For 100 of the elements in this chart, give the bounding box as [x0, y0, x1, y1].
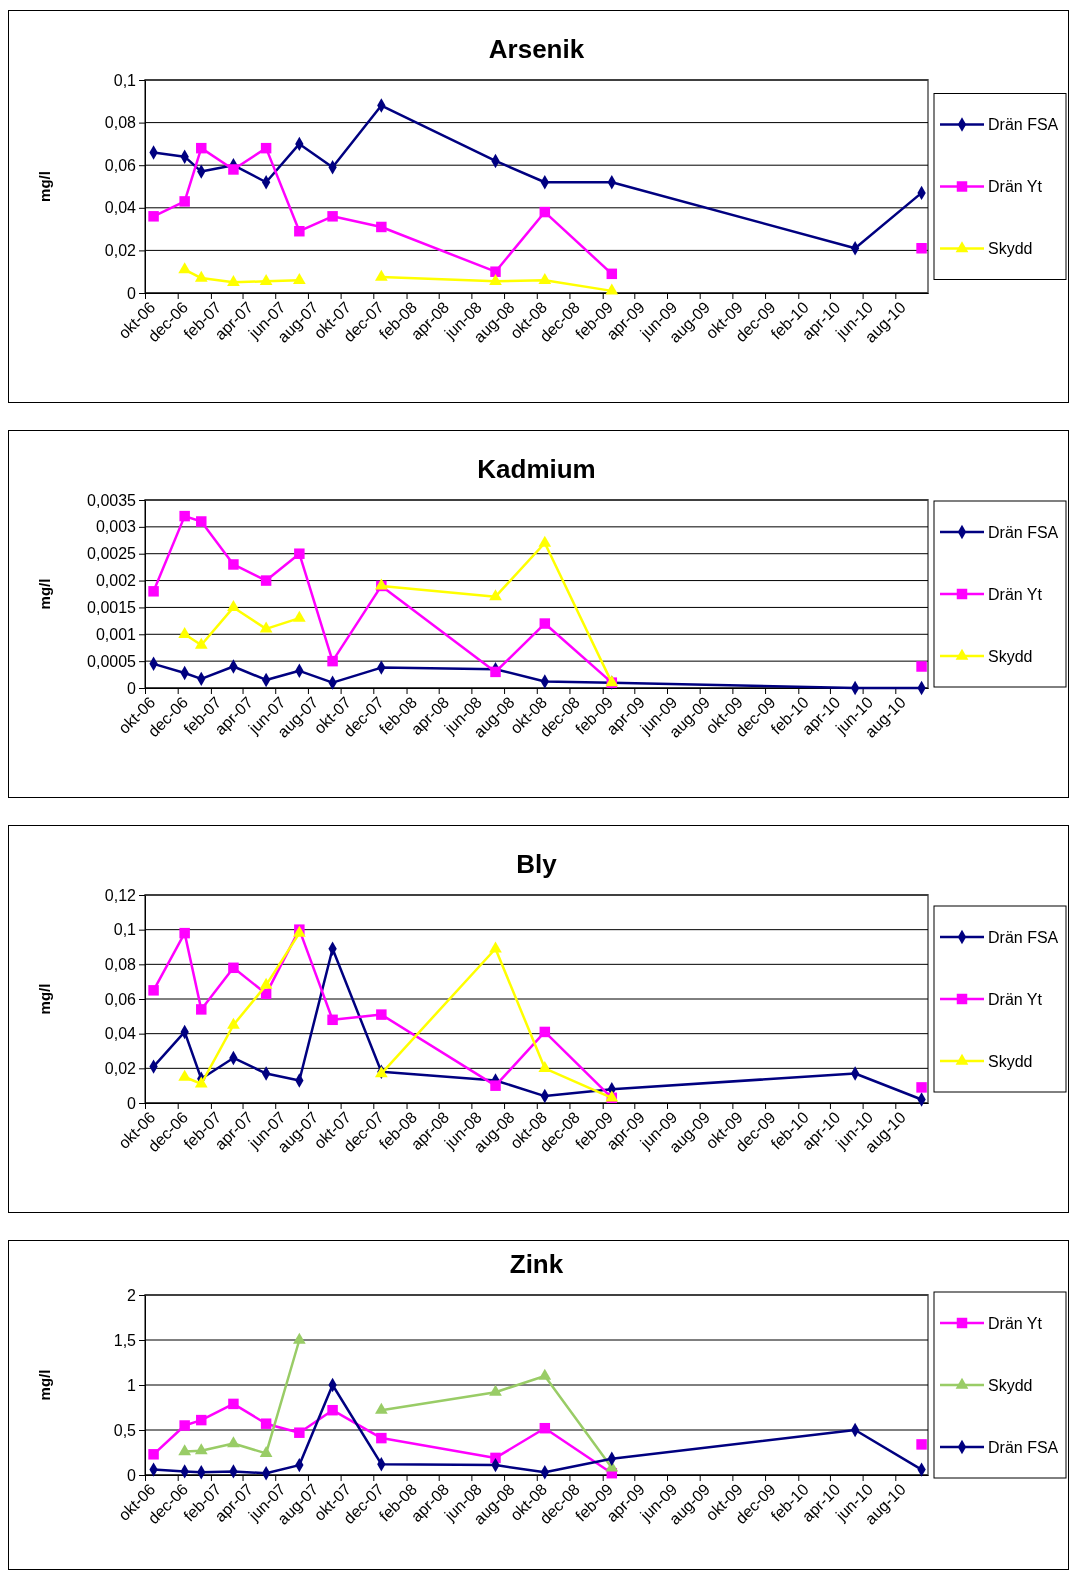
point — [228, 559, 239, 570]
point — [327, 655, 338, 667]
point — [294, 548, 305, 559]
point — [196, 1414, 207, 1426]
point — [489, 1384, 502, 1396]
point — [294, 225, 305, 237]
chart-title: Arsenik — [488, 34, 585, 64]
point — [489, 273, 502, 285]
point — [539, 618, 551, 629]
legend-label: Drän FSA — [988, 116, 1059, 134]
point — [292, 610, 306, 622]
point — [194, 1076, 208, 1088]
point — [539, 1422, 551, 1434]
legend-label: Skydd — [988, 1376, 1033, 1394]
point — [260, 142, 272, 154]
point — [194, 637, 208, 649]
point — [227, 275, 240, 287]
y-tick-label: 0,02 — [104, 242, 137, 260]
y-tick-label: 0,001 — [95, 625, 137, 643]
point — [196, 142, 207, 154]
point — [259, 1446, 273, 1458]
legend-label: Skydd — [988, 240, 1033, 258]
point — [260, 1418, 272, 1429]
point — [376, 221, 387, 233]
y-tick-label: 0,002 — [95, 572, 137, 590]
point — [228, 1398, 239, 1410]
y-tick-label: 0 — [127, 1094, 137, 1112]
point — [179, 927, 190, 939]
point — [260, 575, 272, 586]
y-tick-label: 0,04 — [104, 199, 137, 217]
point — [227, 600, 240, 612]
y-tick-label: 0,08 — [104, 955, 137, 973]
y-tick-label: 0,04 — [104, 1025, 137, 1043]
point — [916, 243, 927, 254]
point — [194, 270, 208, 282]
legend-label: Skydd — [988, 647, 1033, 665]
point — [178, 1444, 192, 1456]
point — [179, 196, 190, 207]
point — [489, 589, 502, 601]
point — [376, 1432, 387, 1444]
point — [916, 1439, 927, 1450]
y-axis-title: mg/l — [36, 983, 53, 1015]
y-tick-label: 0,12 — [104, 886, 137, 904]
y-tick-label: 0 — [127, 1466, 137, 1484]
point — [538, 1060, 552, 1072]
point — [538, 1368, 552, 1380]
y-tick-label: 0,0015 — [87, 599, 137, 617]
point — [327, 1014, 338, 1026]
point — [538, 272, 552, 284]
point — [228, 164, 239, 175]
legend-label: Drän Yt — [988, 990, 1043, 1008]
point — [196, 1004, 207, 1015]
y-axis-title: mg/l — [36, 171, 53, 202]
legend-label: Drän Yt — [988, 1314, 1043, 1332]
point — [606, 268, 618, 280]
y-tick-label: 0,0035 — [87, 491, 137, 509]
point — [148, 985, 159, 996]
legend-label: Skydd — [988, 1052, 1033, 1070]
point — [179, 510, 190, 522]
point — [178, 1069, 192, 1081]
point — [327, 211, 338, 222]
point — [148, 1449, 159, 1460]
point — [294, 1427, 305, 1438]
y-tick-label: 0,02 — [104, 1059, 137, 1077]
point — [327, 1404, 338, 1416]
point — [489, 941, 502, 953]
point — [374, 269, 388, 281]
point — [490, 1080, 501, 1091]
point — [228, 962, 239, 974]
point — [178, 626, 192, 638]
y-tick-label: 0,0005 — [87, 652, 137, 670]
y-tick-label: 0,08 — [104, 114, 137, 132]
point — [490, 666, 501, 678]
legend-label: Drän FSA — [988, 928, 1059, 946]
point — [259, 977, 273, 989]
point — [179, 1420, 190, 1431]
chart-title: Bly — [516, 849, 558, 879]
point — [259, 621, 273, 633]
point — [539, 1026, 551, 1038]
y-tick-label: 0,5 — [113, 1421, 137, 1439]
point — [227, 1017, 240, 1029]
y-tick-label: 0,06 — [104, 990, 137, 1008]
point — [148, 211, 159, 222]
legend-label: Drän Yt — [988, 178, 1043, 196]
point — [490, 266, 501, 277]
y-tick-label: 1,5 — [113, 1331, 137, 1349]
legend-label: Drän FSA — [988, 523, 1059, 541]
point — [196, 516, 207, 527]
point — [916, 661, 927, 672]
point — [376, 1009, 387, 1020]
point — [194, 1443, 208, 1455]
y-tick-label: 0,06 — [104, 156, 137, 174]
point — [148, 586, 159, 597]
y-tick-label: 2 — [127, 1286, 137, 1304]
y-tick-label: 1 — [127, 1376, 137, 1394]
chart-title: Kadmium — [477, 454, 596, 484]
point — [292, 1332, 306, 1344]
y-tick-label: 0 — [127, 679, 137, 697]
point — [259, 273, 273, 285]
legend-label: Drän FSA — [988, 1438, 1059, 1456]
